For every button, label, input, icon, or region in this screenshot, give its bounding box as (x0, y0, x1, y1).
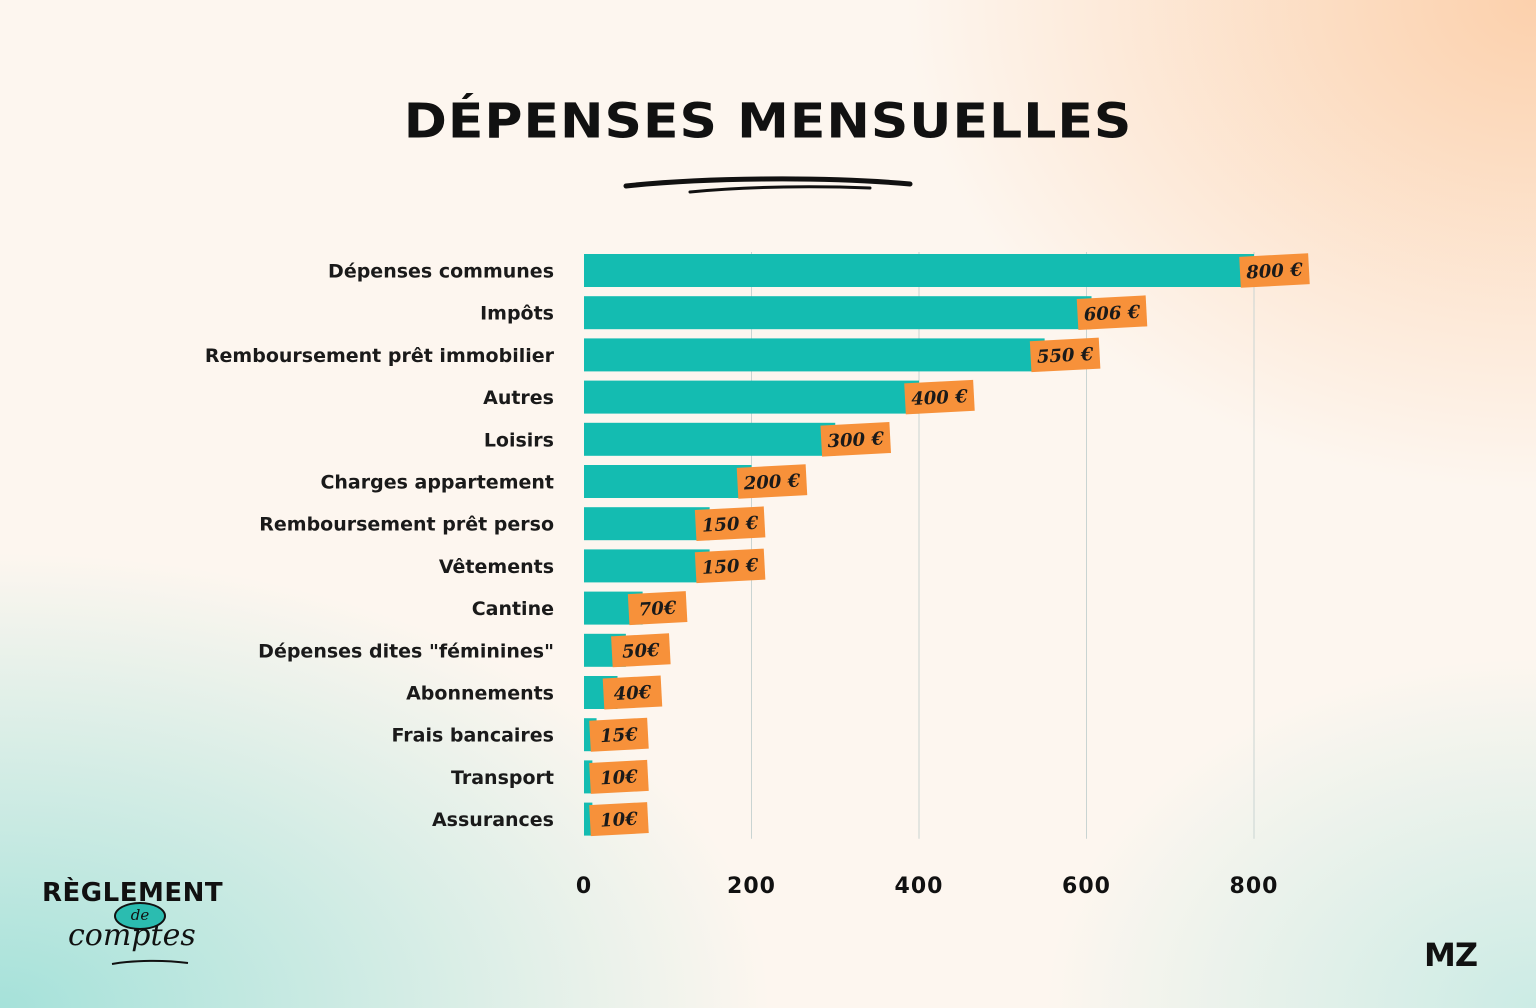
category-label: Assurances (432, 809, 554, 831)
category-label: Dépenses communes (328, 261, 554, 283)
category-label: Frais bancaires (391, 725, 554, 747)
bar (584, 507, 710, 541)
value-tag-background (1239, 253, 1310, 288)
value-label: 550 € (1036, 344, 1094, 368)
value-tag-background (736, 464, 808, 499)
reglement-de-comptes-logo: RÈGLEMENT comptes de (40, 878, 240, 968)
value-tag-background (627, 591, 688, 626)
bar (584, 338, 1045, 372)
value-tag: 10€ (589, 759, 649, 794)
value-tag: 150 € (694, 506, 766, 541)
value-tag: 50€ (611, 633, 671, 668)
value-label: 150 € (701, 555, 759, 579)
value-label: 70€ (638, 598, 677, 621)
category-label: Abonnements (406, 683, 554, 705)
category-label: Charges appartement (320, 472, 554, 494)
value-tag-background (589, 759, 649, 794)
category-label: Vêtements (439, 556, 554, 578)
category-label: Dépenses dites "féminines" (258, 640, 554, 662)
value-tag: 40€ (602, 675, 663, 710)
value-tag-background (602, 675, 663, 710)
chart-title: DÉPENSES MENSUELLES (403, 94, 1133, 150)
value-tag: 300 € (820, 422, 891, 457)
value-tag: 200 € (736, 464, 808, 499)
category-label: Loisirs (484, 429, 554, 451)
x-tick-label: 400 (895, 874, 944, 899)
value-label: 606 € (1083, 302, 1141, 326)
value-tag-background (589, 717, 649, 752)
category-label: Cantine (472, 598, 554, 620)
category-label: Autres (483, 387, 554, 409)
category-label: Remboursement prêt perso (259, 514, 554, 536)
x-tick-label: 800 (1230, 874, 1279, 899)
bar (584, 296, 1092, 330)
value-label: 50€ (622, 640, 661, 663)
value-tag-background (904, 379, 975, 415)
x-tick-label: 600 (1062, 874, 1111, 899)
bar (584, 380, 919, 414)
category-label: Impôts (480, 303, 554, 325)
value-tag-background (611, 633, 671, 668)
value-tag-background (1029, 337, 1101, 373)
value-label: 10€ (600, 766, 639, 789)
value-tag: 70€ (627, 591, 688, 626)
bar (584, 802, 593, 836)
value-tag-background (694, 506, 766, 541)
logo-line-2: de (114, 902, 166, 930)
bar (584, 549, 710, 583)
value-tag: 606 € (1076, 295, 1148, 330)
value-label: 150 € (701, 513, 759, 537)
x-tick-label: 200 (727, 874, 776, 899)
value-tag: 550 € (1029, 337, 1101, 373)
value-tag: 10€ (589, 802, 649, 837)
value-tag-background (694, 548, 766, 584)
value-tag-background (1076, 295, 1148, 330)
category-label: Transport (451, 767, 554, 789)
value-label: 15€ (600, 724, 639, 747)
value-tag: 800 € (1239, 253, 1310, 288)
publisher-logo: MZ (1424, 936, 1478, 974)
value-tag: 400 € (904, 379, 975, 415)
bar (584, 254, 1254, 287)
value-tag: 15€ (589, 717, 649, 752)
value-label: 300 € (827, 428, 885, 452)
value-tag-background (589, 802, 649, 837)
logo-swash-icon (111, 959, 189, 965)
value-label: 40€ (613, 682, 652, 705)
x-tick-label: 0 (576, 874, 592, 899)
value-label: 10€ (600, 809, 639, 832)
value-tag-background (820, 422, 891, 457)
category-label: Remboursement prêt immobilier (205, 345, 555, 367)
bar (584, 422, 836, 456)
value-label: 400 € (911, 386, 969, 410)
title-underline-decoration (623, 176, 913, 194)
value-tag: 150 € (694, 548, 766, 584)
bar (584, 760, 593, 794)
value-label: 200 € (742, 471, 801, 495)
value-label: 800 € (1245, 260, 1304, 284)
bar (584, 465, 752, 498)
